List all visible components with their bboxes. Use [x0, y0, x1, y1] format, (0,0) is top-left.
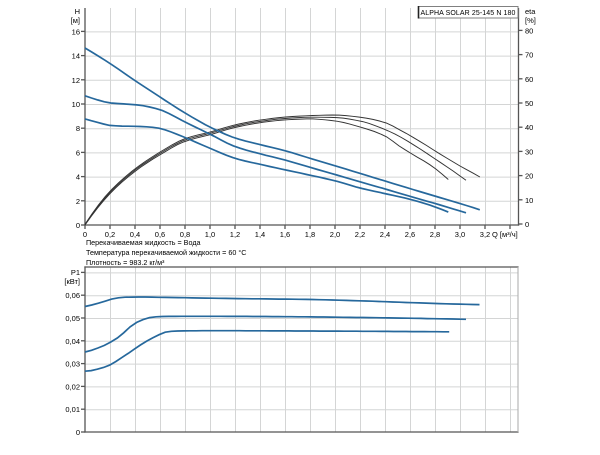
- svg-text:0: 0: [525, 220, 529, 229]
- svg-text:3,0: 3,0: [455, 230, 465, 239]
- svg-text:[м]: [м]: [71, 16, 80, 25]
- svg-text:40: 40: [525, 123, 533, 132]
- svg-text:Перекачиваемая жидкость = Вода: Перекачиваемая жидкость = Вода: [86, 238, 201, 247]
- svg-text:eta: eta: [525, 7, 536, 16]
- svg-text:Плотность = 983.2 кг/м³: Плотность = 983.2 кг/м³: [86, 258, 165, 267]
- svg-text:70: 70: [525, 51, 533, 60]
- svg-text:0,04: 0,04: [65, 337, 80, 346]
- svg-text:2,4: 2,4: [380, 230, 390, 239]
- svg-text:0,01: 0,01: [65, 405, 80, 414]
- svg-text:0,6: 0,6: [155, 230, 165, 239]
- svg-text:[%]: [%]: [525, 16, 536, 25]
- svg-text:12: 12: [72, 76, 80, 85]
- svg-text:2: 2: [76, 197, 80, 206]
- svg-text:Q [м³/ч]: Q [м³/ч]: [492, 230, 518, 239]
- svg-text:0,05: 0,05: [65, 314, 80, 323]
- svg-text:30: 30: [525, 147, 533, 156]
- svg-text:80: 80: [525, 26, 533, 35]
- svg-text:10: 10: [72, 100, 80, 109]
- svg-text:2,0: 2,0: [330, 230, 340, 239]
- svg-text:0,4: 0,4: [130, 230, 140, 239]
- svg-text:1,2: 1,2: [230, 230, 240, 239]
- svg-text:3,2: 3,2: [480, 230, 490, 239]
- svg-text:ALPHA SOLAR 25-145 N 180: ALPHA SOLAR 25-145 N 180: [420, 10, 515, 17]
- svg-text:1,6: 1,6: [280, 230, 290, 239]
- svg-text:0: 0: [76, 428, 80, 437]
- svg-text:2,2: 2,2: [355, 230, 365, 239]
- svg-text:0,06: 0,06: [65, 291, 80, 300]
- svg-text:10: 10: [525, 196, 533, 205]
- svg-text:8: 8: [76, 124, 80, 133]
- svg-text:0,2: 0,2: [105, 230, 115, 239]
- svg-text:60: 60: [525, 75, 533, 84]
- svg-text:1,0: 1,0: [205, 230, 215, 239]
- svg-text:0: 0: [83, 230, 87, 239]
- svg-text:2,8: 2,8: [430, 230, 440, 239]
- svg-text:0,02: 0,02: [65, 382, 80, 391]
- svg-text:4: 4: [76, 173, 80, 182]
- svg-text:14: 14: [72, 52, 80, 61]
- svg-text:16: 16: [72, 27, 80, 36]
- svg-text:H: H: [75, 7, 80, 16]
- svg-text:20: 20: [525, 172, 533, 181]
- svg-text:2,6: 2,6: [405, 230, 415, 239]
- svg-text:0: 0: [76, 221, 80, 230]
- svg-text:0,8: 0,8: [180, 230, 190, 239]
- svg-text:[кВт]: [кВт]: [64, 277, 80, 286]
- svg-text:1,4: 1,4: [255, 230, 265, 239]
- svg-text:1,8: 1,8: [305, 230, 315, 239]
- svg-text:P1: P1: [71, 268, 80, 277]
- svg-text:Температура перекачиваемой жид: Температура перекачиваемой жидкости = 60…: [86, 248, 246, 257]
- svg-text:50: 50: [525, 99, 533, 108]
- svg-text:0,03: 0,03: [65, 360, 80, 369]
- svg-text:6: 6: [76, 148, 80, 157]
